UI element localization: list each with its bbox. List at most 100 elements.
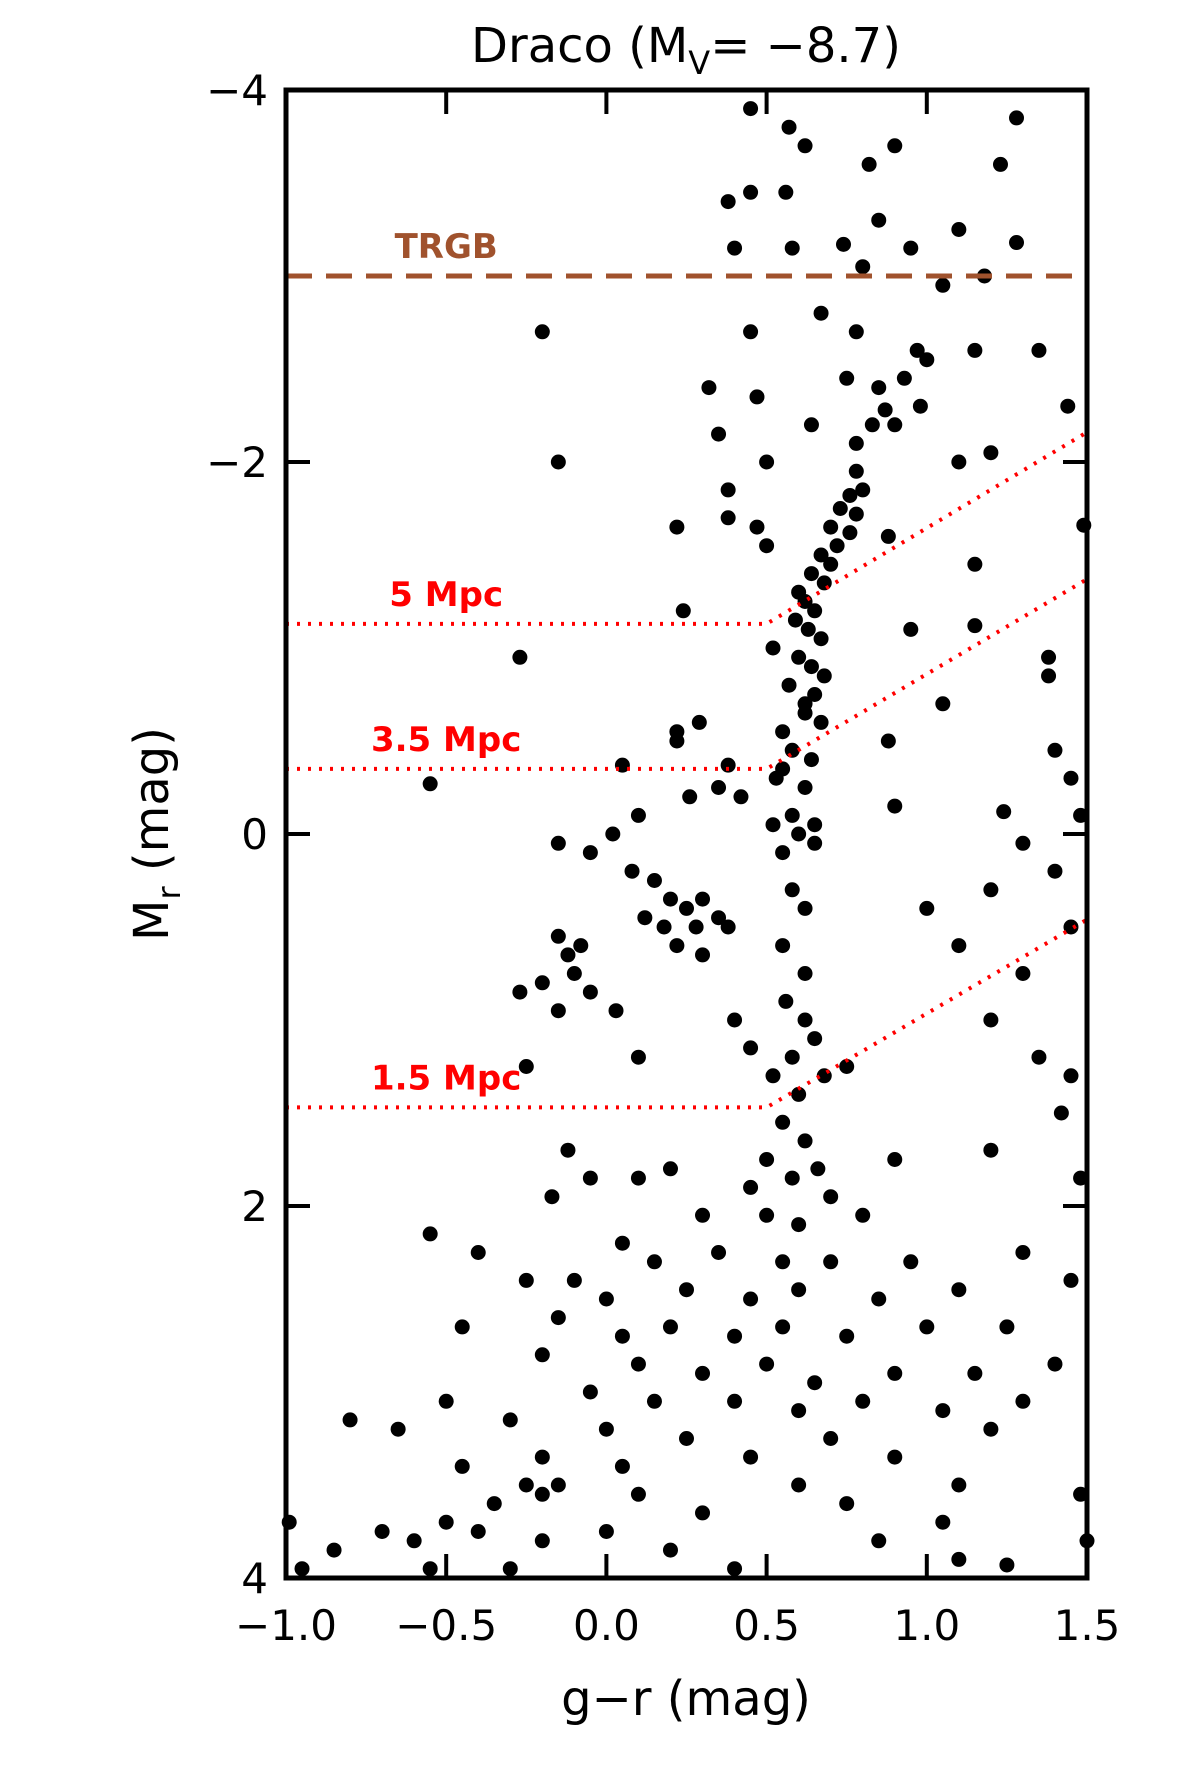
- data-point: [903, 240, 919, 256]
- data-point: [775, 724, 791, 740]
- data-point: [871, 380, 887, 396]
- data-point: [614, 1235, 630, 1251]
- data-point: [1073, 1486, 1089, 1502]
- y-label-subscript: r: [150, 886, 188, 900]
- data-point: [1015, 1393, 1031, 1409]
- data-point: [855, 1393, 871, 1409]
- data-point: [1073, 1170, 1089, 1186]
- x-tick-label: −1.0: [235, 1601, 337, 1650]
- data-point: [656, 919, 672, 935]
- data-point: [775, 938, 791, 954]
- data-point: [1047, 863, 1063, 879]
- y-tick-label: 4: [241, 1554, 268, 1603]
- data-point: [679, 1282, 694, 1298]
- data-point: [784, 882, 800, 898]
- data-point: [374, 1524, 390, 1539]
- data-point: [951, 454, 967, 470]
- data-point: [887, 138, 903, 154]
- data-point: [791, 649, 807, 665]
- data-point: [912, 398, 928, 414]
- data-point: [839, 370, 855, 386]
- data-point: [679, 1431, 694, 1446]
- line-label: TRGB: [395, 227, 498, 267]
- data-point: [807, 1375, 823, 1391]
- data-point: [810, 1161, 826, 1177]
- data-point: [582, 984, 598, 1000]
- data-point: [887, 1152, 903, 1167]
- data-point: [695, 891, 711, 907]
- data-point: [743, 1179, 759, 1195]
- data-point: [550, 454, 566, 470]
- data-point: [983, 882, 999, 898]
- data-point: [871, 1533, 887, 1549]
- data-point: [842, 525, 858, 541]
- data-point: [605, 826, 621, 842]
- data-point: [512, 649, 528, 665]
- data-point: [996, 804, 1012, 820]
- data-point: [935, 696, 951, 712]
- data-point: [711, 426, 727, 442]
- data-point: [887, 1449, 903, 1465]
- data-point: [848, 435, 864, 451]
- y-tick-label: 0: [241, 810, 268, 859]
- data-point: [720, 510, 736, 526]
- data-point: [294, 1561, 310, 1577]
- data-point: [534, 1533, 550, 1549]
- title-text: Draco (M: [471, 18, 688, 74]
- data-point: [791, 1403, 807, 1419]
- data-point: [919, 1319, 935, 1335]
- data-point: [992, 156, 1008, 172]
- data-point: [823, 556, 839, 572]
- data-point: [550, 1310, 566, 1326]
- data-point: [608, 1003, 624, 1019]
- data-point: [919, 352, 935, 368]
- data-point: [720, 482, 736, 498]
- data-point: [816, 668, 832, 684]
- data-point: [759, 1152, 775, 1167]
- data-point: [759, 538, 775, 554]
- data-point: [813, 631, 829, 647]
- data-point: [768, 770, 784, 786]
- data-point: [999, 1319, 1015, 1335]
- data-point: [695, 1365, 711, 1381]
- data-point: [775, 1319, 791, 1335]
- data-point: [422, 1226, 438, 1242]
- data-point: [720, 757, 736, 773]
- data-point: [797, 900, 813, 916]
- data-point: [919, 900, 935, 916]
- data-point: [877, 402, 893, 418]
- data-point: [800, 621, 816, 637]
- data-point: [803, 417, 819, 433]
- data-point: [560, 947, 576, 963]
- data-point: [765, 817, 781, 833]
- data-point: [778, 184, 794, 200]
- data-point: [669, 733, 685, 749]
- data-point: [803, 659, 819, 675]
- data-point: [566, 1272, 582, 1288]
- data-point: [701, 380, 717, 396]
- x-tick-label: 1.5: [1054, 1601, 1121, 1650]
- data-point: [743, 184, 759, 200]
- data-point: [550, 1003, 566, 1019]
- data-point: [582, 1384, 598, 1400]
- data-point: [803, 752, 819, 768]
- reference-line: [286, 917, 1089, 1110]
- data-point: [807, 687, 823, 702]
- data-point: [422, 776, 438, 792]
- data-point: [727, 1393, 743, 1409]
- data-point: [935, 1403, 951, 1419]
- data-point: [848, 463, 864, 479]
- chart-title: Draco (MV= −8.7): [471, 18, 901, 82]
- data-point: [855, 482, 871, 498]
- data-point: [326, 1542, 342, 1558]
- data-point: [646, 873, 662, 888]
- title-text: = −8.7): [710, 18, 901, 74]
- data-point: [839, 1059, 855, 1074]
- data-point: [743, 1291, 759, 1307]
- data-point: [406, 1533, 422, 1549]
- data-point: [829, 538, 845, 554]
- data-point: [727, 1012, 743, 1028]
- data-point: [438, 1514, 454, 1530]
- data-point: [695, 947, 711, 963]
